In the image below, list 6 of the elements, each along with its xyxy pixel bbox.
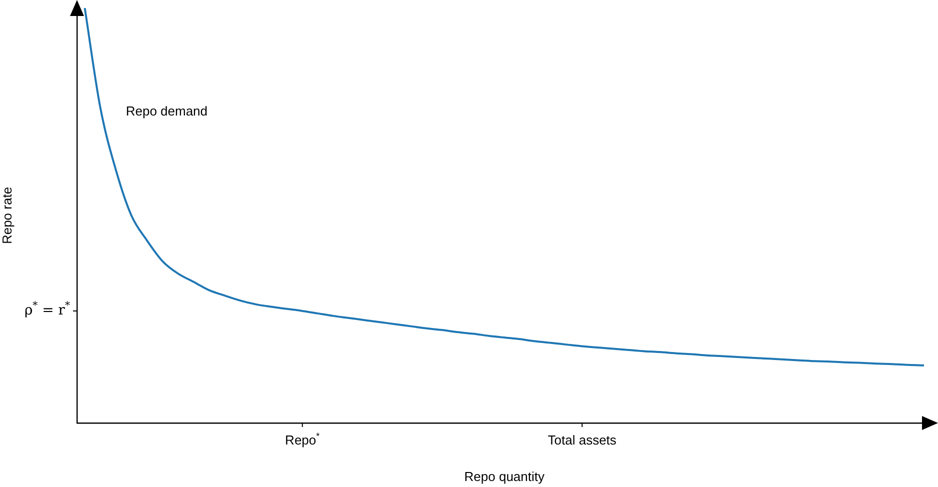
y-axis-title: Repo rate [0, 186, 14, 244]
x-tick-label: Total assets [548, 432, 617, 448]
series-label: Repo demand [126, 104, 208, 119]
x-tick-label: Repo* [285, 430, 320, 448]
text: ρ* = r* [24, 300, 70, 319]
x-axis-title: Repo quantity [464, 468, 545, 484]
